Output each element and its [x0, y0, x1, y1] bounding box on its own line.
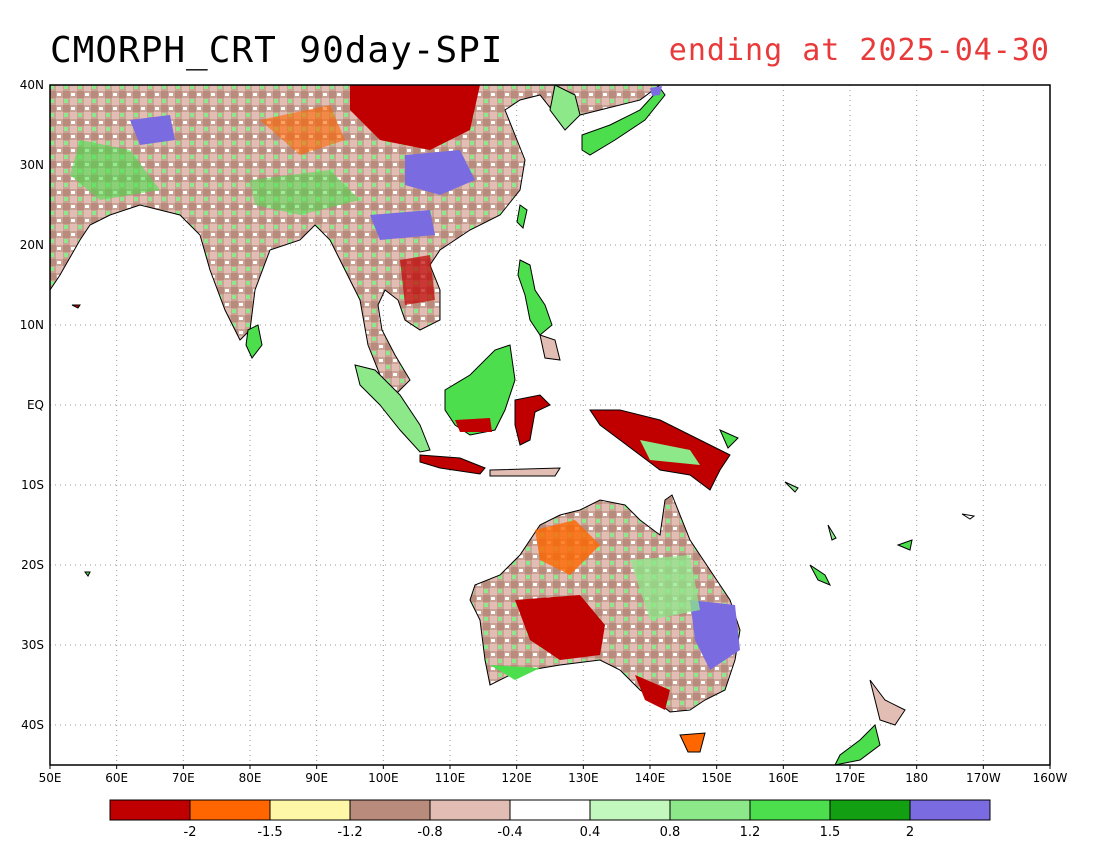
legend-label: -0.4	[497, 825, 522, 840]
taiwan	[516, 204, 528, 229]
longitude-label: 160W	[1033, 771, 1068, 785]
legend-label: -1.2	[337, 825, 362, 840]
longitude-label: 150E	[701, 771, 732, 785]
pacific-islands	[71, 304, 976, 586]
latitude-label: 20S	[21, 558, 44, 572]
color-legend: -2 -1.5 -1.2 -0.8 -0.4 0.4 0.8 1.2 1.5 2	[109, 799, 991, 840]
legend-label: -2	[184, 825, 197, 840]
longitude-label: 120E	[501, 771, 532, 785]
legend-swatch	[189, 799, 271, 821]
latitude-label: 30N	[20, 158, 44, 172]
longitude-label: 50E	[39, 771, 62, 785]
latitude-label: 10S	[21, 478, 44, 492]
longitude-label: 130E	[568, 771, 599, 785]
longitude-label: 100E	[368, 771, 399, 785]
longitude-label: 90E	[305, 771, 328, 785]
sulawesi	[514, 394, 551, 446]
map-title: CMORPH_CRT 90day-SPI	[50, 30, 504, 71]
legend-label: 1.5	[820, 825, 841, 840]
philippines	[517, 259, 561, 361]
map-border	[49, 84, 1051, 766]
longitude-label: 60E	[105, 771, 128, 785]
latitude-label: EQ	[27, 398, 44, 412]
longitude-label: 170W	[966, 771, 1001, 785]
japan	[549, 85, 666, 156]
tasmania	[679, 732, 706, 753]
legend-swatch	[429, 799, 511, 821]
sri-lanka	[245, 324, 263, 359]
legend-swatch	[109, 799, 191, 821]
longitude-label: 110E	[435, 771, 466, 785]
legend-swatch	[269, 799, 351, 821]
legend-swatch	[509, 799, 591, 821]
legend-label: 2	[906, 825, 914, 840]
legend-label: 1.2	[740, 825, 761, 840]
latitude-label: 40N	[20, 78, 44, 92]
legend-label: 0.8	[660, 825, 681, 840]
land-areas	[50, 85, 976, 765]
legend-swatch	[669, 799, 751, 821]
longitude-label: 140E	[635, 771, 666, 785]
new-zealand	[834, 679, 906, 765]
legend-swatch	[829, 799, 911, 821]
longitude-tick-labels: 50E 60E 70E 80E 90E 100E 110E 120E 130E 140E 150E 1…	[39, 765, 1068, 785]
longitude-label: 70E	[172, 771, 195, 785]
legend-swatch	[349, 799, 431, 821]
latitude-label: 40S	[21, 718, 44, 732]
legend-label: 0.4	[580, 825, 601, 840]
borneo	[444, 344, 516, 436]
latitude-label: 10N	[20, 318, 44, 332]
legend-swatch	[749, 799, 831, 821]
longitude-label: 80E	[239, 771, 262, 785]
legend-swatch	[909, 799, 991, 821]
legend-swatch	[589, 799, 671, 821]
ending-date-label: ending at 2025-04-30	[668, 33, 1050, 68]
sumatra	[354, 364, 431, 453]
legend-label: -0.8	[417, 825, 442, 840]
latitude-label: 20N	[20, 238, 44, 252]
asia-mainland	[50, 85, 661, 396]
new-guinea	[589, 409, 739, 491]
latitude-label: 30S	[21, 638, 44, 652]
longitude-label: 180	[905, 771, 928, 785]
latitude-tick-labels: 40N 30N 20N 10N EQ 10S 20S 30S 40S	[20, 78, 44, 732]
longitude-label: 170E	[835, 771, 866, 785]
java-islands	[419, 454, 561, 477]
longitude-label: 160E	[768, 771, 799, 785]
australia	[469, 494, 741, 713]
legend-label: -1.5	[257, 825, 282, 840]
